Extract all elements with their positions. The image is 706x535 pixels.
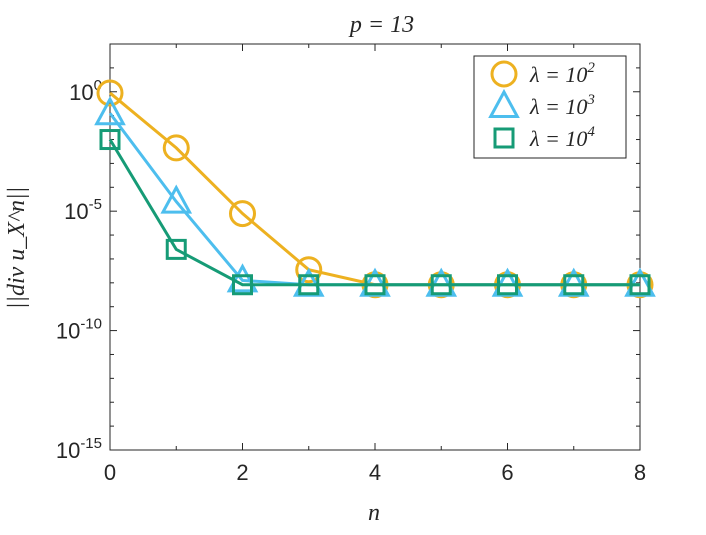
data-point-triangle (226, 263, 259, 293)
legend-label: λ = 103 (529, 92, 595, 119)
x-tick-label: 0 (104, 460, 116, 485)
y-axis-label: ||div u_X^n|| (4, 187, 30, 310)
series-square (99, 129, 651, 296)
series-layer (94, 79, 656, 299)
labels: p = 13 n ||div u_X^n|| (4, 12, 414, 526)
data-point-square (364, 274, 386, 296)
y-tick-label: 100 (69, 77, 102, 105)
data-point-square (497, 274, 518, 296)
x-tick-label: 4 (369, 460, 381, 485)
legend-label: λ = 104 (529, 124, 595, 151)
x-tick-label: 8 (634, 460, 646, 485)
legend-marker-circle (490, 60, 518, 88)
data-point-triangle (160, 184, 193, 214)
legend: λ = 102 λ = 103 λ = 104 (473, 55, 627, 159)
legend-marker-triangle (488, 88, 520, 118)
y-tick-label: 10-15 (56, 435, 102, 463)
chart-title: p = 13 (348, 12, 414, 38)
data-point-square (99, 129, 121, 151)
x-tick-label: 6 (501, 460, 513, 485)
x-axis-label: n (368, 500, 380, 526)
data-point-square (430, 274, 452, 296)
data-point-circle (229, 200, 256, 228)
legend-marker-square (493, 127, 515, 149)
data-point-triangle (94, 96, 126, 126)
y-tick-label: 10-10 (56, 316, 102, 344)
data-point-circle (295, 256, 323, 284)
series-line (108, 138, 640, 287)
data-point-square (298, 274, 320, 296)
legend-box (473, 55, 627, 159)
data-point-circle (162, 134, 190, 162)
data-point-circle (96, 79, 124, 107)
data-point-square (232, 274, 253, 296)
data-point-square (563, 274, 585, 296)
legend-label: λ = 102 (529, 60, 595, 87)
y-tick-label: 10-5 (64, 196, 102, 224)
x-tick-label: 2 (236, 460, 248, 485)
data-point-square (629, 274, 651, 296)
data-point-square (165, 238, 187, 260)
